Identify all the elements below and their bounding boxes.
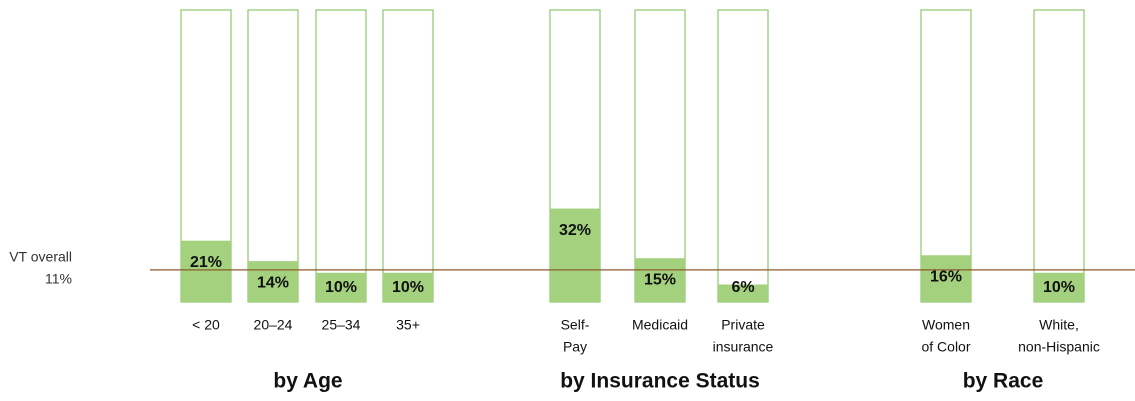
- x-tick-label: insurance: [713, 339, 774, 355]
- x-tick-label: 35+: [396, 317, 420, 333]
- bar: [1034, 272, 1084, 302]
- bar: [550, 208, 600, 302]
- bar: [316, 272, 366, 302]
- value-label: 10%: [392, 279, 424, 296]
- x-tick-label: Private: [721, 317, 765, 333]
- x-tick-label: White,: [1039, 317, 1079, 333]
- bar-frame: [247, 9, 299, 303]
- reference-value: 11%: [45, 271, 72, 287]
- reference-label: VT overall: [9, 249, 72, 265]
- x-tick-label: < 20: [192, 317, 220, 333]
- x-tick-label: 25–34: [322, 317, 361, 333]
- bar-frame: [717, 9, 769, 303]
- bar: [635, 258, 685, 302]
- value-label: 21%: [190, 254, 222, 271]
- x-tick-label: 20–24: [254, 317, 293, 333]
- x-tick-label: of Color: [921, 339, 970, 355]
- group-label: by Race: [963, 370, 1044, 393]
- x-tick-label: Women: [922, 317, 970, 333]
- value-label: 10%: [325, 279, 357, 296]
- bar: [921, 255, 971, 302]
- group-label: by Insurance Status: [560, 370, 760, 393]
- bar: [718, 284, 768, 302]
- x-tick-label: Self-: [561, 317, 590, 333]
- bar: [181, 240, 231, 302]
- value-label: 32%: [559, 222, 591, 239]
- bar-frame: [1033, 9, 1085, 303]
- x-tick-label: non-Hispanic: [1018, 339, 1100, 355]
- value-label: 6%: [731, 279, 754, 296]
- bar-frame: [382, 9, 434, 303]
- x-tick-label: Medicaid: [632, 317, 688, 333]
- bar: [383, 272, 433, 302]
- group-label: by Age: [273, 370, 342, 393]
- value-label: 16%: [930, 268, 962, 285]
- bar-frame: [315, 9, 367, 303]
- value-label: 15%: [644, 271, 676, 288]
- value-label: 14%: [257, 274, 289, 291]
- x-tick-label: Pay: [563, 339, 587, 355]
- value-label: 10%: [1043, 279, 1075, 296]
- bar: [248, 261, 298, 302]
